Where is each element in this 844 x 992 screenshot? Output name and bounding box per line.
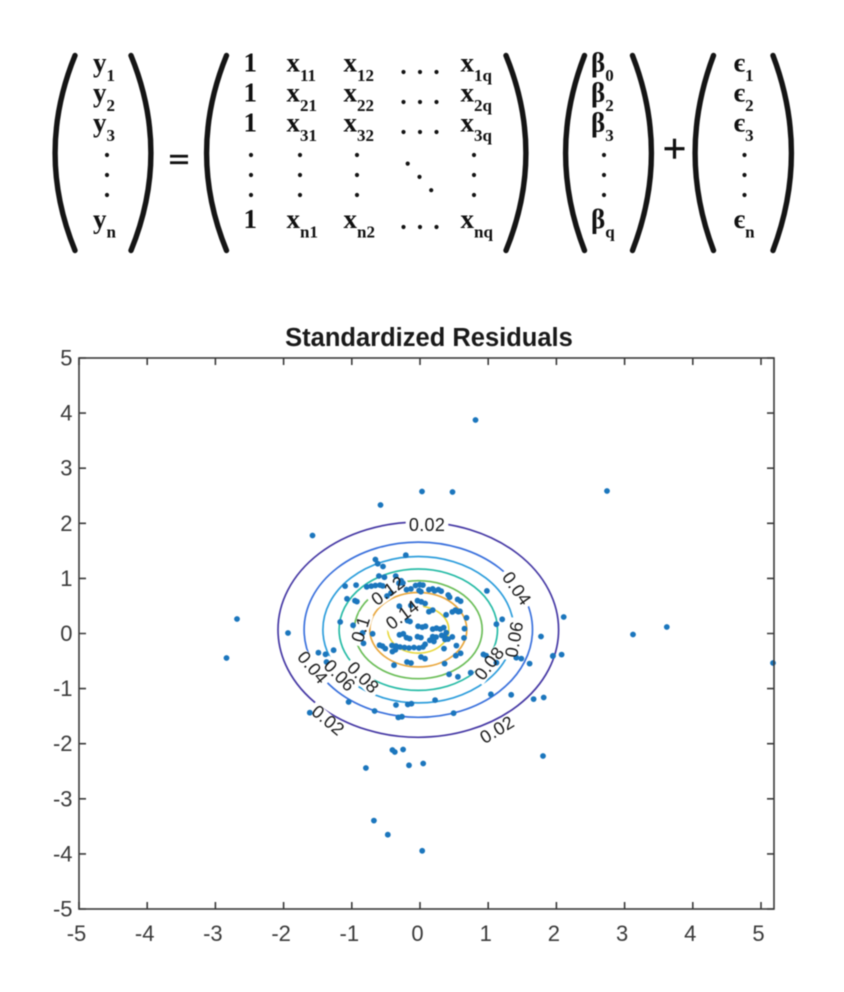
svg-text:1: 1 — [244, 78, 258, 108]
svg-text:2: 2 — [60, 511, 72, 536]
svg-text:0: 0 — [60, 621, 72, 646]
svg-text:-4: -4 — [135, 921, 155, 946]
svg-text:Standardized Residuals: Standardized Residuals — [285, 324, 573, 352]
svg-text:1: 1 — [244, 48, 258, 78]
svg-text:4: 4 — [60, 401, 72, 426]
svg-text:0: 0 — [411, 921, 423, 946]
svg-text:-1: -1 — [340, 921, 360, 946]
svg-text:5: 5 — [60, 346, 72, 371]
svg-text:-3: -3 — [203, 921, 223, 946]
svg-text:5: 5 — [752, 921, 764, 946]
svg-text:-4: -4 — [53, 841, 73, 866]
svg-text:1: 1 — [480, 921, 492, 946]
svg-text:-3: -3 — [53, 786, 73, 811]
svg-text:-5: -5 — [53, 897, 73, 922]
svg-text:1: 1 — [60, 566, 72, 591]
svg-text:3: 3 — [60, 456, 72, 481]
svg-text:3: 3 — [616, 921, 628, 946]
svg-text:0.02: 0.02 — [409, 515, 445, 535]
svg-text:1: 1 — [244, 204, 258, 234]
svg-text:-2: -2 — [53, 731, 73, 756]
svg-text:-2: -2 — [271, 921, 291, 946]
svg-text:1: 1 — [244, 108, 258, 138]
svg-text:2: 2 — [548, 921, 560, 946]
svg-text:-1: -1 — [53, 676, 73, 701]
svg-text:4: 4 — [684, 921, 696, 946]
svg-text:-5: -5 — [67, 921, 87, 946]
